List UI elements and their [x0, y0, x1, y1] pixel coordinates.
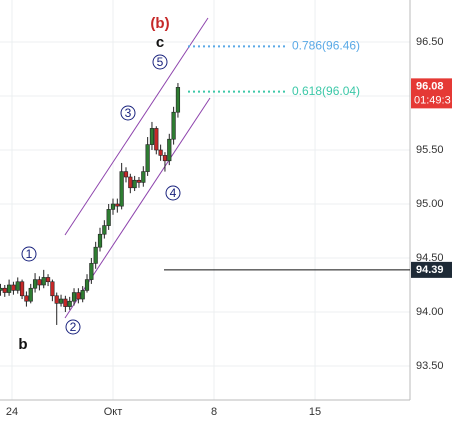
- candles: [0, 83, 181, 325]
- candle-body: [15, 281, 20, 291]
- wave-label: c: [156, 34, 164, 51]
- last-price-tag: [411, 78, 452, 109]
- candle-body: [106, 209, 111, 226]
- candle-body: [19, 281, 25, 297]
- x-tick-label: 8: [211, 406, 217, 418]
- wave-label: b: [18, 336, 27, 353]
- y-tick-label: 95.00: [416, 198, 444, 210]
- candle-body: [128, 176, 133, 189]
- candle-body: [58, 298, 64, 304]
- last-price-label: 96.08: [416, 80, 444, 92]
- y-tick-label: 94.00: [416, 306, 444, 318]
- wave-circle: [120, 105, 136, 121]
- wave-circle: [152, 54, 168, 70]
- candle-body: [162, 155, 168, 162]
- candle-body: [158, 149, 163, 156]
- candle-body: [76, 292, 81, 300]
- candle-body: [175, 87, 181, 113]
- candle-body: [41, 277, 46, 286]
- y-tick-label: 93.50: [416, 360, 444, 372]
- candle-body: [89, 263, 94, 280]
- candle-body: [24, 295, 29, 302]
- candle-body: [136, 179, 142, 183]
- candle-body: [63, 298, 68, 307]
- candle-body: [32, 279, 38, 289]
- candle-body: [145, 144, 150, 172]
- candle-body: [132, 179, 137, 189]
- candle-body: [115, 203, 120, 207]
- candle-body: [67, 300, 72, 307]
- y-tick-label: 96.50: [416, 36, 444, 48]
- candle-body: [54, 295, 59, 304]
- candle-body: [171, 111, 176, 140]
- wave-label: 4: [170, 186, 177, 200]
- wave-label: 3: [125, 106, 132, 120]
- candle-body: [28, 287, 33, 302]
- candle-body: [149, 128, 155, 145]
- candle-body: [119, 171, 124, 207]
- x-tick-label: Окт: [104, 406, 123, 418]
- x-tick-label: 24: [6, 406, 18, 418]
- y-tick-label: 94.50: [416, 252, 444, 264]
- candle-body: [11, 284, 16, 291]
- y-tick-label: 95.50: [416, 144, 444, 156]
- wave-circle: [21, 246, 37, 262]
- candle-body: [102, 225, 107, 235]
- candle-body: [0, 287, 3, 291]
- candle-body: [154, 128, 159, 151]
- candle-body: [80, 290, 85, 300]
- candle-body: [93, 246, 98, 264]
- channel-upper: [64, 17, 209, 236]
- wave-circle: [65, 319, 81, 335]
- candle-body: [71, 292, 77, 302]
- candle-body: [45, 277, 51, 283]
- candle-body: [123, 171, 129, 178]
- channel-lower: [64, 97, 211, 319]
- wave-label: 2: [70, 320, 77, 334]
- price-tag: [411, 261, 452, 278]
- candle-body: [167, 138, 172, 162]
- candle-body: [97, 233, 103, 248]
- wave-circle: [165, 185, 181, 201]
- fib-label: 0.618(96.04): [292, 84, 360, 98]
- fib-label: 0.786(96.46): [292, 39, 360, 53]
- wave-label: (b): [150, 15, 169, 32]
- wave-label: 5: [157, 55, 164, 69]
- x-tick-label: 15: [309, 406, 321, 418]
- candle-body: [2, 287, 7, 293]
- price-tag-label: 94.39: [416, 264, 444, 276]
- candle-body: [50, 281, 55, 297]
- overlay: 0.786(96.46) 0.618(96.04) 94.39 96.08 01:49:…: [164, 39, 452, 278]
- candle-body: [110, 203, 116, 210]
- candle-body: [6, 284, 12, 293]
- candle-body: [141, 171, 146, 183]
- candle-body: [37, 279, 42, 286]
- countdown: 01:49:3: [414, 94, 451, 106]
- wave-label: 1: [26, 247, 33, 261]
- candle-body: [84, 279, 90, 291]
